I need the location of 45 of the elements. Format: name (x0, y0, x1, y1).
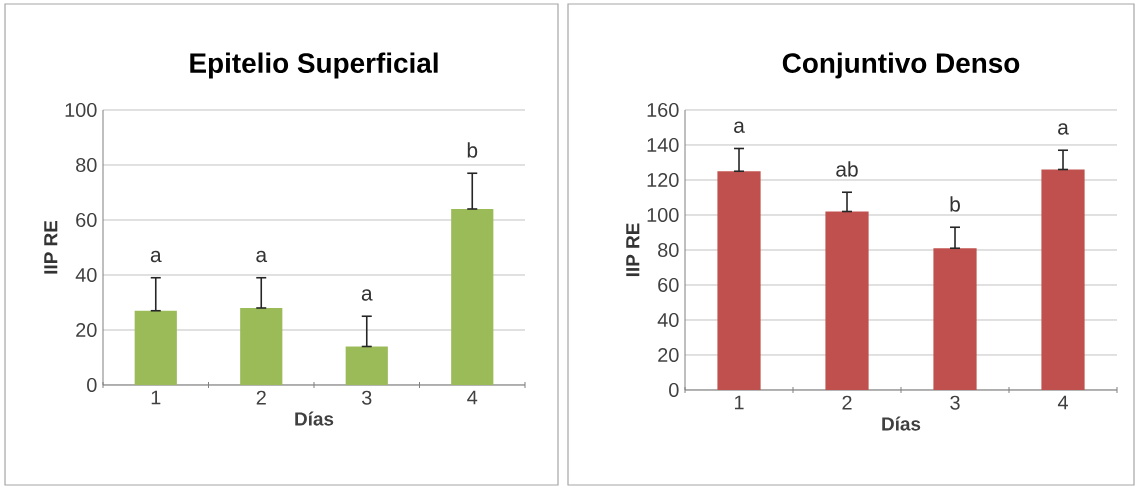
y-axis-title: IIP RE (44, 220, 58, 274)
x-tick-label: 1 (151, 390, 161, 405)
y-tick-label: 140 (647, 137, 679, 153)
x-axis-title: Días (295, 411, 334, 426)
y-tick-label: 0 (87, 377, 97, 393)
y-tick-label: 40 (657, 312, 679, 328)
y-tick-label: 40 (75, 267, 97, 283)
y-tick-label: 120 (647, 172, 679, 188)
y-tick-label: 60 (658, 277, 679, 293)
chart-title: Conjuntivo Denso (782, 52, 1020, 79)
x-tick-label: 2 (842, 395, 852, 410)
annotation: ab (836, 161, 858, 177)
annotation: a (256, 250, 268, 263)
y-tick-label: 0 (669, 382, 679, 398)
bar (451, 208, 494, 385)
bar (933, 248, 977, 390)
annotation: b (467, 142, 478, 158)
y-tick-label: 60 (76, 212, 97, 228)
bar (825, 211, 869, 390)
bar (345, 346, 388, 385)
annotation: a (1058, 123, 1069, 135)
bar (240, 307, 283, 385)
chart-title: Epitelio Superficial (190, 52, 438, 79)
bar (134, 310, 177, 385)
y-tick-label: 100 (65, 102, 97, 118)
x-tick-label: 3 (361, 390, 372, 405)
x-tick-label: 3 (950, 395, 960, 410)
bar (717, 171, 761, 390)
y-tick-label: 80 (76, 157, 97, 173)
y-tick-label: 20 (658, 347, 679, 363)
annotation: a (734, 121, 745, 133)
x-tick-label: 4 (1057, 395, 1068, 410)
annotation: a (150, 250, 162, 263)
y-tick-label: 100 (647, 207, 679, 223)
x-tick-label: 4 (467, 390, 478, 405)
y-tick-label: 20 (76, 322, 97, 338)
annotation: a (361, 289, 373, 301)
x-axis-title: Días (882, 416, 921, 431)
y-tick-label: 80 (658, 242, 679, 258)
annotation: b (950, 196, 960, 212)
x-tick-label: 1 (734, 395, 744, 410)
bar (1041, 169, 1085, 390)
y-axis-title: IIP RE (626, 223, 640, 277)
y-tick-label: 160 (647, 102, 679, 118)
x-tick-label: 2 (256, 390, 266, 405)
